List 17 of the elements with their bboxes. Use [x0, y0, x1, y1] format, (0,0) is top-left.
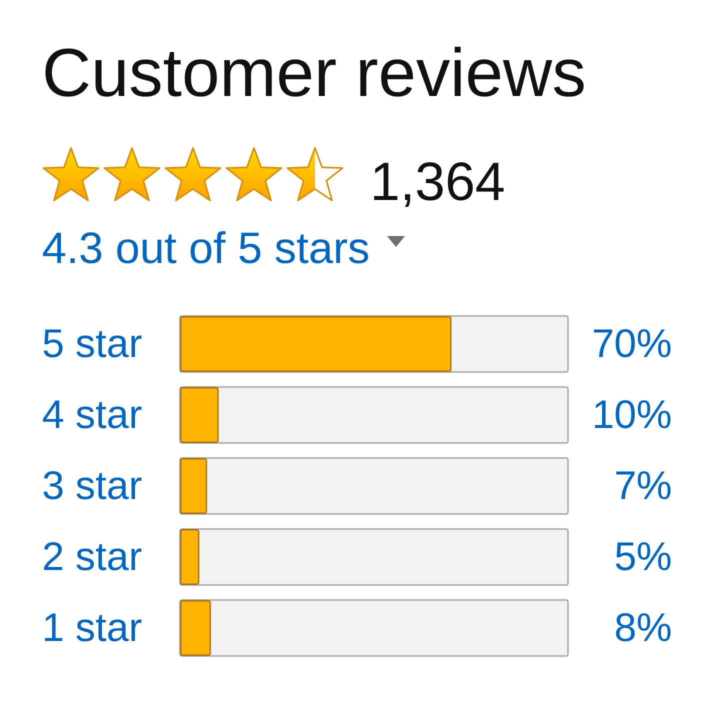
bar: [180, 600, 212, 656]
data-label: 5%: [614, 535, 672, 579]
text: 1,364: [370, 152, 506, 212]
y-tick-label: 4 star: [42, 393, 142, 437]
bar: [180, 387, 219, 443]
bar: [180, 529, 200, 585]
y-tick-label: 5 star: [42, 322, 142, 366]
y-tick-label: 1 star: [42, 606, 142, 650]
data-label: 8%: [614, 606, 672, 650]
text: 4.3 out of 5 stars: [42, 224, 370, 273]
data-label: 10%: [592, 393, 672, 437]
y-tick-label: 3 star: [42, 464, 142, 508]
data-label: 7%: [614, 464, 672, 508]
bar: [180, 458, 208, 514]
y-tick-label: 2 star: [42, 535, 142, 579]
data-label: 70%: [592, 322, 672, 366]
chart-title: Customer reviews: [42, 35, 586, 111]
